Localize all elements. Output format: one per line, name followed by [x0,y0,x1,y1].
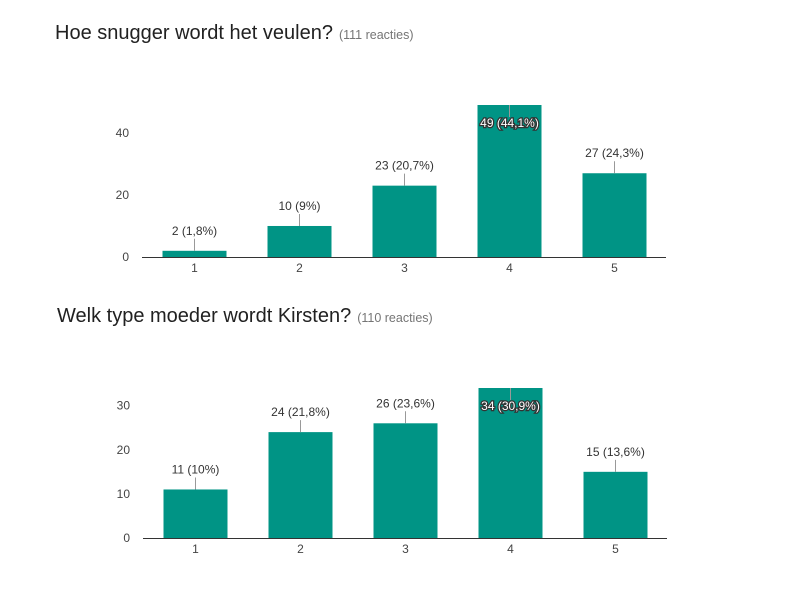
bar-3 [373,423,438,538]
data-label: 49 (44,1%) [480,116,539,130]
data-label: 11 (10%) [172,462,220,476]
y-tick-label: 40 [116,126,130,140]
chart-1-plot: 0 20 40 2 (1,8%) 1 10 (9%) 2 23 (20,7%) 3 49 (44,… [116,105,666,275]
data-label: 10 (9%) [278,199,320,213]
bar-4 [477,105,542,257]
bar-1 [163,489,228,538]
x-tick-label: 2 [297,542,304,556]
y-tick-label: 0 [123,531,130,545]
bar-2 [268,432,333,538]
x-tick-label: 4 [507,542,514,556]
chart-1-title-text: Hoe snugger wordt het veulen? [55,22,333,44]
bar-3 [372,185,437,257]
chart-2-response-count: (110 reacties) [357,311,433,325]
bar-5 [583,471,648,538]
data-label: 34 (30,9%) [481,399,540,413]
bar-1 [162,250,227,257]
x-tick-label: 3 [402,542,409,556]
x-tick-label: 3 [401,261,408,275]
y-tick-label: 0 [122,250,129,264]
y-tick-label: 30 [117,399,131,413]
bar-5 [582,173,647,257]
y-tick-label: 10 [117,487,131,501]
chart-1: Hoe snugger wordt het veulen? (111 reacti… [0,0,800,290]
data-label: 2 (1,8%) [172,224,217,238]
x-tick-label: 2 [296,261,303,275]
chart-1-title: Hoe snugger wordt het veulen? (111 reacti… [55,22,414,45]
y-tick-label: 20 [117,443,131,457]
data-label: 24 (21,8%) [271,405,330,419]
chart-2-title-text: Welk type moeder wordt Kirsten? [57,305,352,327]
data-label: 23 (20,7%) [375,159,434,173]
x-tick-label: 5 [612,542,619,556]
y-tick-label: 20 [116,188,130,202]
data-label: 26 (23,6%) [376,396,435,410]
data-label: 15 (13,6%) [586,445,645,459]
chart-1-response-count: (111 reacties) [338,28,414,42]
bar-4 [478,388,543,538]
bar-2 [267,225,332,257]
x-tick-label: 1 [192,542,199,556]
x-tick-label: 1 [191,261,198,275]
data-label: 27 (24,3%) [585,146,644,160]
chart-2-title: Welk type moeder wordt Kirsten? (110 reac… [57,305,433,328]
x-tick-label: 4 [506,261,513,275]
x-tick-label: 5 [611,261,618,275]
